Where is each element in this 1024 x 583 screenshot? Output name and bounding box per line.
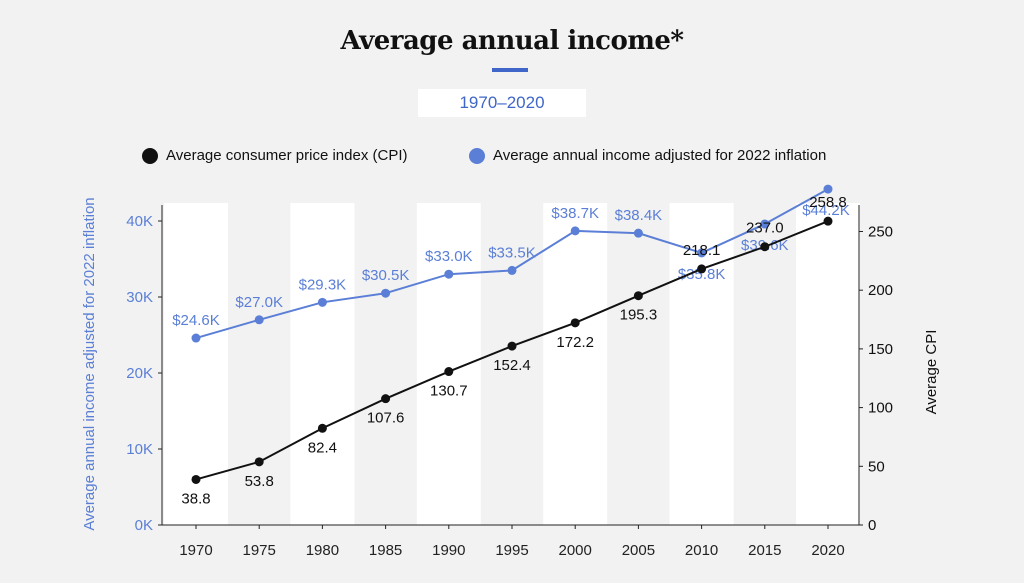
cpi-data-label: 107.6	[367, 410, 405, 427]
income-data-label: $38.7K	[551, 205, 599, 222]
income-data-label: $44.2K	[802, 202, 850, 219]
legend: Average consumer price index (CPI) Avera…	[0, 147, 1024, 169]
income-point	[191, 333, 201, 343]
cpi-point	[760, 242, 770, 252]
income-data-label: $27.0K	[235, 294, 283, 311]
y-left-axis-title: Average annual income adjusted for 2022 …	[81, 197, 98, 530]
x-tick-label: 2010	[685, 542, 718, 559]
y-left-tick-label: 30K	[126, 289, 153, 306]
income-data-label: $33.5K	[488, 244, 536, 261]
background-band	[290, 203, 355, 525]
cpi-point	[317, 423, 327, 433]
y-right-tick-label: 150	[868, 341, 893, 358]
cpi-point	[633, 291, 643, 301]
x-tick-label: 1995	[495, 542, 528, 559]
legend-label-cpi: Average consumer price index (CPI)	[166, 147, 408, 164]
chart-subtitle: 1970–2020	[418, 89, 586, 117]
x-tick-label: 1985	[369, 542, 402, 559]
cpi-data-label: 258.8	[809, 194, 847, 211]
y-left-tick-label: 40K	[126, 213, 153, 230]
chart-title: Average annual income*	[340, 26, 684, 56]
income-point	[697, 248, 707, 258]
cpi-data-label: 152.4	[493, 357, 531, 374]
cpi-data-label: 82.4	[308, 439, 337, 456]
cpi-point	[381, 394, 391, 404]
income-data-label: $30.5K	[362, 267, 410, 284]
income-data-label: $29.3K	[299, 276, 347, 293]
x-tick-label: 2005	[622, 542, 655, 559]
cpi-data-label: 130.7	[430, 383, 468, 400]
income-point	[381, 288, 391, 298]
y-left-tick-label: 0K	[135, 517, 153, 534]
x-tick-label: 1970	[179, 542, 212, 559]
income-point	[570, 226, 580, 236]
cpi-data-label: 53.8	[245, 473, 274, 490]
background-band	[796, 203, 860, 525]
income-point	[317, 297, 327, 307]
x-tick-label: 1980	[306, 542, 339, 559]
x-tick-label: 1975	[243, 542, 276, 559]
y-right-tick-label: 250	[868, 223, 893, 240]
title-underline	[492, 68, 528, 72]
income-point	[633, 228, 643, 238]
cpi-point	[254, 457, 264, 467]
x-tick-label: 1990	[432, 542, 465, 559]
y-right-tick-label: 100	[868, 400, 893, 417]
y-right-axis-title: Average CPI	[923, 330, 940, 415]
legend-label-income: Average annual income adjusted for 2022 …	[493, 147, 827, 164]
x-tick-label: 2015	[748, 542, 781, 559]
income-point	[507, 265, 517, 275]
income-point	[254, 315, 264, 325]
income-data-label: $35.8K	[678, 266, 726, 283]
cpi-data-label: 218.1	[683, 242, 721, 259]
legend-dot-income	[469, 147, 485, 164]
income-point	[823, 184, 833, 194]
income-point	[444, 269, 454, 279]
y-left-tick-label: 10K	[126, 441, 153, 458]
legend-dot-cpi	[142, 147, 158, 164]
cpi-point	[191, 474, 201, 484]
legend-item-cpi: Average consumer price index (CPI)	[142, 147, 408, 164]
legend-item-income: Average annual income adjusted for 2022 …	[469, 147, 826, 164]
background-band	[543, 203, 608, 525]
cpi-point	[823, 216, 833, 226]
cpi-data-label: 195.3	[620, 307, 658, 324]
cpi-data-label: 237.0	[746, 220, 784, 237]
y-right-tick-label: 50	[868, 458, 885, 475]
y-right-tick-label: 200	[868, 282, 893, 299]
x-tick-label: 2000	[559, 542, 592, 559]
income-data-label: $38.4K	[615, 207, 663, 224]
y-right-tick-label: 0	[868, 517, 876, 534]
income-data-label: $33.0K	[425, 248, 473, 265]
cpi-point	[570, 318, 580, 328]
background-band	[164, 203, 228, 525]
income-point	[760, 219, 770, 229]
income-data-label: $24.6K	[172, 312, 220, 329]
cpi-data-label: 38.8	[181, 490, 210, 507]
cpi-point	[444, 367, 454, 377]
y-left-tick-label: 20K	[126, 365, 153, 382]
cpi-data-label: 172.2	[556, 334, 594, 351]
cpi-point	[697, 264, 707, 274]
cpi-point	[507, 341, 517, 351]
x-tick-label: 2020	[811, 542, 844, 559]
